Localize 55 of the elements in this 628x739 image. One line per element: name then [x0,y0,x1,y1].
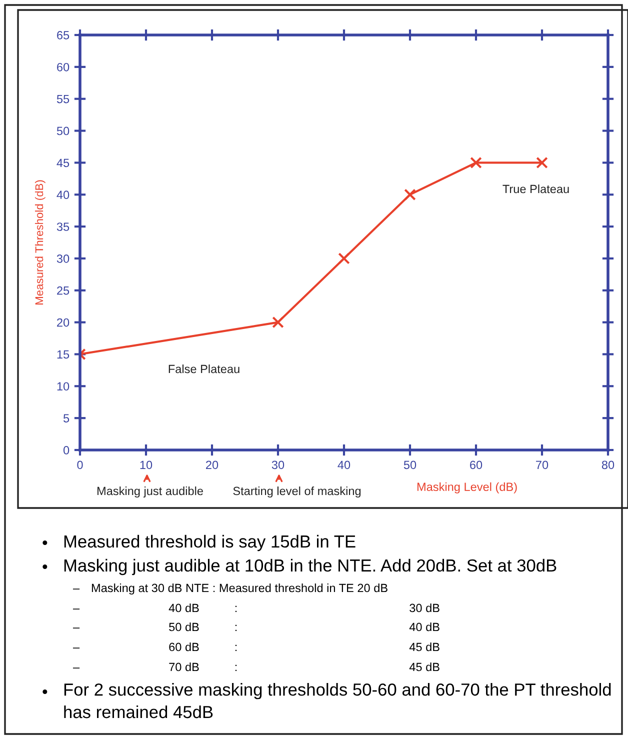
point [404,188,416,201]
text: 45 dB [409,642,440,652]
text: 40 dB [409,622,440,632]
point [536,156,548,169]
x-tick-label: 40 [338,460,350,470]
text: : [235,606,237,612]
y-tick-label: 65 [57,31,70,40]
y-tick-label: 15 [57,350,70,359]
y-tick-label: 60 [57,62,70,72]
text: • [42,540,48,546]
text: 40 dB [168,603,199,612]
text: : [235,644,237,652]
annotation: False Plateau [168,364,240,374]
y-tick-label: 55 [56,95,70,104]
text: Masking just audible at 10dB in the NTE. Add 20dB. Set at 30dB [64,558,556,576]
text: 70 dB [169,662,199,672]
y-tick-label: 25 [57,286,70,295]
text: – [73,608,80,610]
text: 45 dB [409,662,440,672]
y-tick-label: 50 [56,126,70,136]
y-tick-label: 45 [56,158,70,168]
x-tick-label: 80 [602,460,614,470]
x-tick-label: 10 [140,460,152,470]
text: 60 dB [169,642,199,652]
y-tick-label: 10 [57,382,70,391]
y-tick-label: 20 [57,318,70,327]
point [338,252,350,264]
text: 30 dB [410,603,440,612]
annotation: True Plateau [502,184,569,194]
text: • [42,564,48,570]
x-tick-label: 30 [272,460,284,470]
text: • [42,690,48,694]
x-axis-title: Masking Level (dB) [417,482,517,494]
x-tick-label: 0 [77,460,83,470]
text: Masking at 30 dB NTE : Measured threshold in TE 20 dB [92,583,388,595]
text: : [235,664,237,672]
point [272,316,284,328]
y-tick-label: 0 [63,446,70,454]
text: Measured threshold is say 15dB in TE [64,534,356,552]
text: : [235,624,237,632]
text: – [73,588,80,590]
y-tick-label: 35 [56,222,70,231]
y-tick-label: 30 [56,254,70,263]
y-axis-title: Measured Threshold (dB) [34,180,46,304]
x-tick-label: 20 [206,460,218,470]
text: Masking just audible [97,486,203,498]
text: 50 dB [169,622,199,632]
x-tick-label: 50 [404,460,416,470]
y-tick-label: 5 [63,414,70,422]
text: For 2 successive masking thresholds 50-60 and 60-70 the PT threshold has remained 45dB [64,683,611,718]
x-tick-label: 70 [536,460,548,470]
text: Starting level of masking [233,486,361,498]
y-tick-label: 40 [56,190,70,200]
x-tick-label: 60 [470,460,482,470]
point [470,156,482,169]
